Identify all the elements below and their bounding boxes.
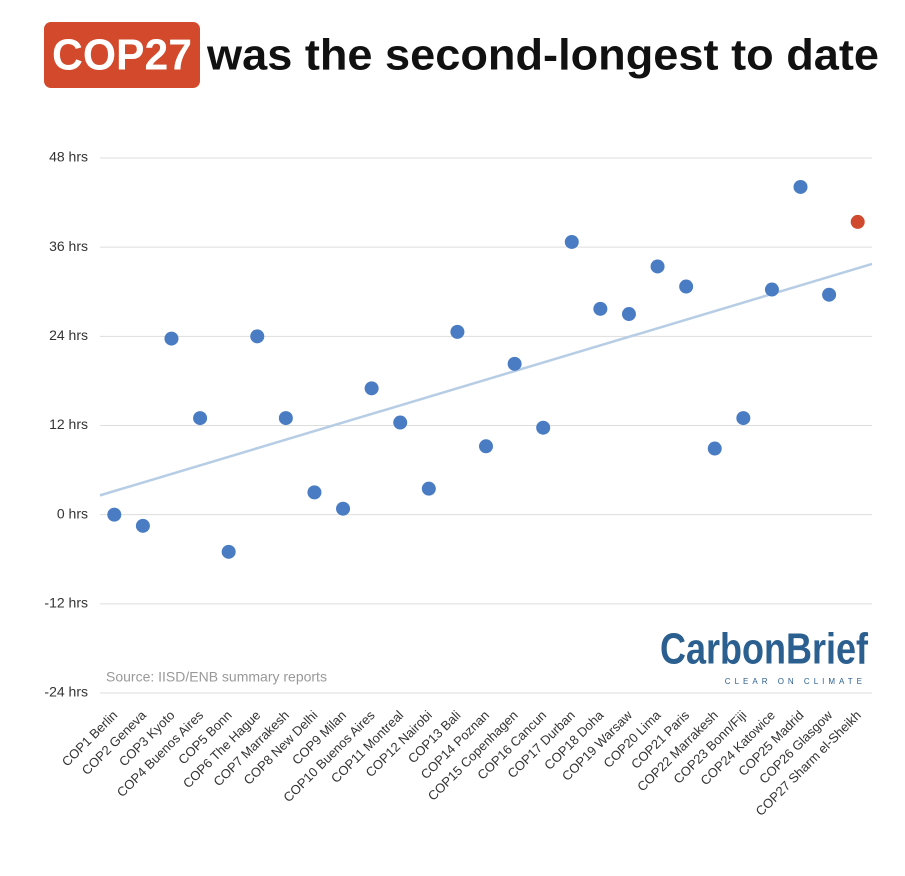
data-point	[250, 329, 265, 344]
data-point	[307, 485, 322, 500]
data-point	[135, 518, 150, 533]
data-point	[850, 214, 865, 229]
data-point	[822, 287, 837, 302]
data-point	[736, 411, 751, 426]
data-point	[336, 501, 351, 516]
y-tick-label: 0 hrs	[57, 505, 88, 521]
data-point	[650, 259, 665, 274]
data-point	[593, 301, 608, 316]
data-point	[221, 544, 236, 559]
title-badge	[44, 22, 200, 88]
trend-line	[99, 262, 873, 497]
y-tick-label: 48 hrs	[49, 149, 88, 165]
data-point	[164, 331, 179, 346]
y-tick-label: 12 hrs	[49, 416, 88, 432]
data-point	[564, 234, 579, 249]
data-point	[793, 179, 808, 194]
data-point	[536, 420, 551, 435]
data-point	[707, 441, 722, 456]
y-tick-label: 36 hrs	[49, 238, 88, 254]
data-point	[507, 356, 522, 371]
source-note: Source: IISD/ENB summary reports	[106, 669, 327, 685]
y-tick-label: 24 hrs	[49, 327, 88, 343]
data-point	[764, 282, 779, 297]
data-point	[421, 481, 436, 496]
y-tick-label: -12 hrs	[44, 595, 88, 611]
data-point	[679, 279, 694, 294]
data-point	[193, 411, 208, 426]
title-highlight: COP27	[52, 31, 192, 80]
data-point	[364, 381, 379, 396]
chart-title: was the second-longest to date	[206, 31, 879, 80]
data-point	[393, 415, 408, 430]
y-tick-label: -24 hrs	[44, 684, 88, 700]
data-point	[278, 411, 293, 426]
data-point	[479, 439, 493, 454]
data-point	[107, 507, 122, 522]
data-point	[450, 324, 465, 339]
data-point	[621, 307, 636, 322]
brand-logo: CarbonBrief	[660, 625, 868, 674]
brand-tagline: CLEAR ON CLIMATE	[725, 677, 866, 686]
